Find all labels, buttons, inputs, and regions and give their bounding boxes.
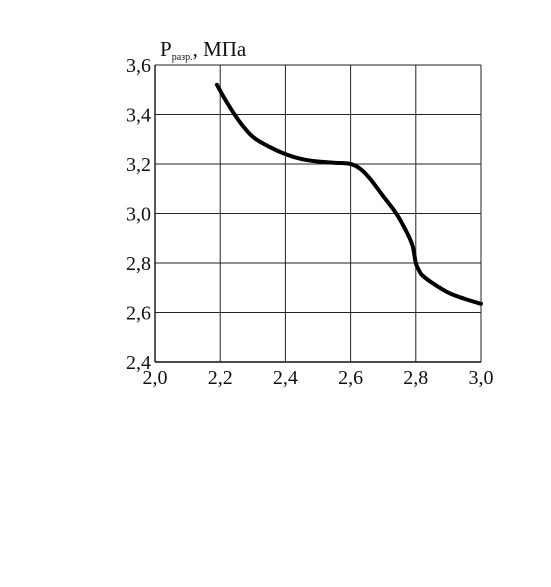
y-tick-label: 2,8 — [126, 253, 151, 275]
y-tick-label: 3,4 — [126, 105, 151, 127]
y-axis-label-unit: , МПа — [193, 37, 247, 61]
y-axis-label: Pразр., МПа — [160, 37, 247, 63]
grid — [154, 64, 482, 363]
y-tick-label: 2,4 — [126, 352, 151, 374]
series-line — [214, 82, 483, 306]
x-tick-label: 2,4 — [273, 367, 298, 389]
y-tick-label: 3,0 — [126, 204, 151, 226]
y-tick-label: 2,6 — [126, 303, 151, 325]
y-tick-label: 3,6 — [126, 55, 151, 77]
x-tick-label: 2,0 — [143, 367, 168, 389]
series-layer — [214, 82, 483, 306]
tick-labels: 2,0 2,2 2,4 2,6 2,8 3,0 2,4 2,6 2,8 3,0 3,2 3,4 3,6 — [126, 55, 494, 389]
x-tick-label: 2,8 — [403, 367, 428, 389]
x-tick-label: 2,6 — [338, 367, 363, 389]
y-axis-label-main: P — [160, 37, 172, 61]
x-tick-label: 2,2 — [208, 367, 233, 389]
axes — [154, 65, 481, 363]
x-tick-label: 3,0 — [469, 367, 494, 389]
y-axis-label-subscript: разр. — [172, 52, 193, 63]
y-tick-label: 3,2 — [126, 154, 151, 176]
